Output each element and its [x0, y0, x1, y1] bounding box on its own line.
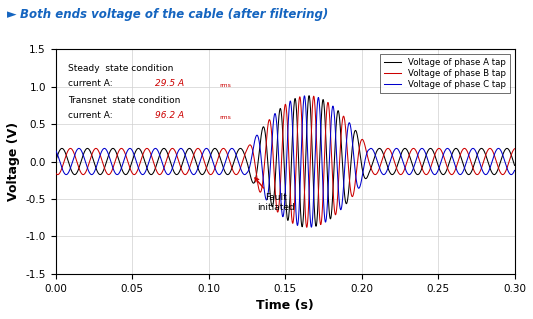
Voltage of phase B tap	[311, 94, 317, 98]
Voltage of phase C tap	[511, 168, 518, 172]
Voltage of phase A tap	[505, 147, 512, 151]
Text: rms: rms	[219, 83, 231, 88]
Voltage of phase A tap	[511, 160, 517, 164]
Voltage of phase B tap	[464, 149, 471, 153]
Voltage of phase B tap	[511, 147, 518, 151]
Text: Fault
initiated: Fault initiated	[255, 178, 295, 212]
Text: 29.5 A: 29.5 A	[155, 79, 184, 88]
Text: current A:: current A:	[68, 111, 118, 120]
Text: Transnet  state condition: Transnet state condition	[68, 96, 180, 105]
Voltage of phase A tap	[299, 225, 305, 229]
Voltage of phase A tap	[451, 147, 458, 151]
Voltage of phase B tap	[52, 171, 59, 175]
Y-axis label: Voltage (V): Voltage (V)	[7, 122, 20, 201]
Legend: Voltage of phase A tap, Voltage of phase B tap, Voltage of phase C tap: Voltage of phase A tap, Voltage of phase…	[379, 54, 510, 93]
Voltage of phase A tap	[345, 190, 352, 194]
Text: 96.2 A: 96.2 A	[155, 111, 184, 120]
Line: Voltage of phase A tap: Voltage of phase A tap	[55, 96, 514, 227]
Voltage of phase C tap	[308, 225, 314, 229]
Voltage of phase A tap	[306, 94, 312, 98]
Voltage of phase A tap	[259, 129, 265, 133]
Voltage of phase B tap	[259, 186, 265, 189]
Text: rms: rms	[219, 115, 231, 120]
Voltage of phase C tap	[505, 169, 512, 173]
Text: ►: ►	[7, 8, 17, 21]
Voltage of phase B tap	[505, 162, 512, 166]
Voltage of phase A tap	[464, 172, 471, 176]
X-axis label: Time (s): Time (s)	[256, 299, 314, 312]
Line: Voltage of phase B tap: Voltage of phase B tap	[55, 96, 514, 227]
Text: Both ends voltage of the cable (after filtering): Both ends voltage of the cable (after fi…	[20, 8, 328, 21]
Voltage of phase B tap	[304, 226, 310, 229]
Voltage of phase C tap	[259, 164, 265, 168]
Voltage of phase C tap	[451, 161, 458, 165]
Voltage of phase C tap	[52, 148, 59, 152]
Voltage of phase B tap	[451, 170, 458, 174]
Text: current A:: current A:	[68, 79, 118, 88]
Voltage of phase C tap	[511, 171, 517, 174]
Voltage of phase A tap	[511, 163, 518, 167]
Voltage of phase A tap	[52, 160, 59, 163]
Text: Steady  state condition: Steady state condition	[68, 64, 173, 73]
Voltage of phase B tap	[345, 167, 352, 171]
Line: Voltage of phase C tap: Voltage of phase C tap	[55, 96, 514, 227]
Voltage of phase C tap	[345, 122, 352, 126]
Voltage of phase C tap	[464, 158, 471, 161]
Voltage of phase B tap	[511, 148, 517, 152]
Voltage of phase C tap	[301, 94, 308, 98]
